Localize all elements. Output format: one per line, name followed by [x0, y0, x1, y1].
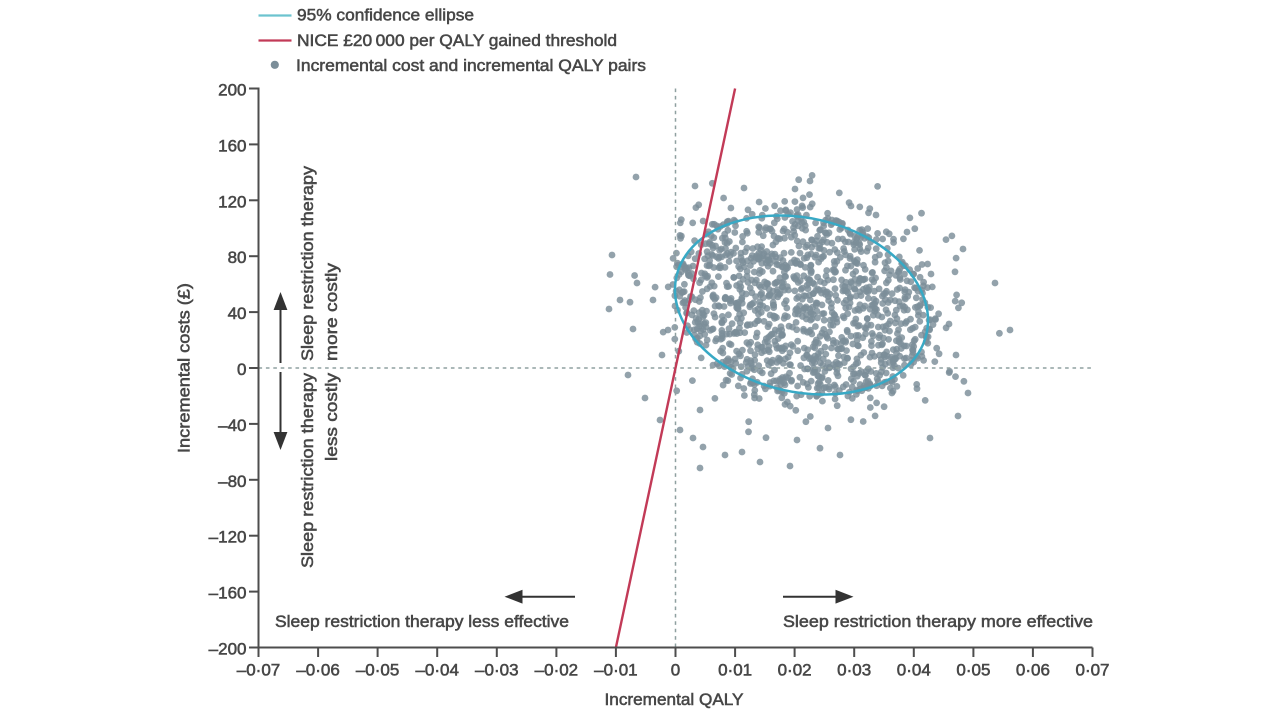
svg-text:–120: –120	[209, 528, 247, 547]
svg-text:Sleep restriction therapy more: Sleep restriction therapy more effective	[783, 612, 1093, 631]
svg-text:–0·06: –0·06	[296, 661, 339, 680]
svg-text:80: 80	[228, 248, 247, 267]
svg-text:0: 0	[237, 360, 246, 379]
svg-text:0·04: 0·04	[897, 661, 931, 680]
svg-text:–200: –200	[209, 640, 247, 659]
svg-text:–0·07: –0·07	[237, 661, 280, 680]
svg-text:–0·02: –0·02	[535, 661, 578, 680]
svg-text:NICE £20 000 per QALY gained t: NICE £20 000 per QALY gained threshold	[297, 31, 617, 50]
svg-text:–40: –40	[218, 416, 246, 435]
svg-text:–0·01: –0·01	[594, 661, 637, 680]
svg-text:200: 200	[218, 81, 246, 100]
svg-text:0·01: 0·01	[718, 661, 752, 680]
svg-text:0: 0	[671, 661, 680, 680]
svg-text:–160: –160	[209, 584, 247, 603]
svg-text:Sleep restriction therapy: Sleep restriction therapy	[298, 372, 317, 568]
svg-text:–0·04: –0·04	[415, 661, 458, 680]
svg-text:120: 120	[218, 192, 246, 211]
svg-text:0·02: 0·02	[778, 661, 812, 680]
svg-text:0·03: 0·03	[837, 661, 871, 680]
svg-text:Incremental QALY: Incremental QALY	[605, 690, 744, 709]
svg-text:0·06: 0·06	[1016, 661, 1050, 680]
svg-text:–0·03: –0·03	[475, 661, 518, 680]
svg-text:more costly: more costly	[322, 262, 341, 361]
svg-text:0·05: 0·05	[956, 661, 990, 680]
svg-text:40: 40	[228, 304, 247, 323]
svg-text:160: 160	[218, 136, 246, 155]
svg-text:–0·05: –0·05	[356, 661, 399, 680]
svg-text:Incremental cost and increment: Incremental cost and incremental QALY pa…	[296, 56, 646, 75]
svg-text:95% confidence ellipse: 95% confidence ellipse	[297, 6, 474, 25]
svg-text:Sleep restriction therapy: Sleep restriction therapy	[298, 165, 317, 361]
svg-text:Incremental costs (£): Incremental costs (£)	[175, 283, 194, 453]
svg-text:less costly: less costly	[322, 372, 341, 461]
svg-text:Sleep restriction therapy less: Sleep restriction therapy less effective	[275, 612, 569, 631]
svg-text:–80: –80	[218, 472, 246, 491]
svg-text:0·07: 0·07	[1075, 661, 1109, 680]
